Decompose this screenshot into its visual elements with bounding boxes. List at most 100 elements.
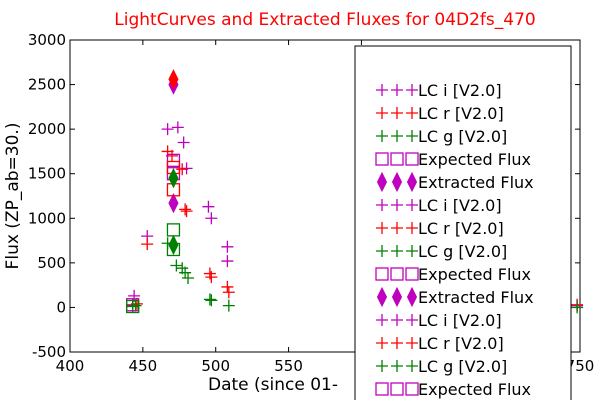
legend-label: LC g [V2.0]	[418, 242, 507, 261]
legend-marker	[390, 382, 404, 396]
legend-marker	[375, 152, 389, 166]
x-tick-label: 550	[274, 357, 303, 375]
x-tick-label: 750	[566, 357, 595, 375]
data-point	[179, 203, 192, 216]
y-tick-label: -500	[32, 343, 66, 361]
y-tick-label: 3000	[28, 31, 66, 49]
legend-marker	[375, 267, 389, 281]
axis-ticks: 4004505005506750-50005001000150020002500…	[28, 31, 595, 375]
data-point	[168, 69, 179, 90]
legend-entry: LC r [V2.0]	[376, 104, 504, 123]
legend-entry: LC g [V2.0]	[376, 127, 507, 146]
legend-entry: LC r [V2.0]	[376, 219, 504, 238]
data-point	[202, 200, 215, 213]
data-point	[171, 121, 184, 134]
data-points	[126, 69, 584, 314]
legend-marker	[391, 171, 403, 193]
legend-label: LC g [V2.0]	[418, 357, 507, 376]
data-point	[571, 301, 584, 314]
y-tick-label: 2500	[28, 76, 66, 94]
legend-marker	[406, 337, 418, 349]
data-point	[180, 205, 193, 218]
legend-marker	[376, 337, 388, 349]
legend-entry: Expected Flux	[375, 265, 531, 284]
legend-marker	[406, 171, 418, 193]
legend-marker	[376, 360, 388, 372]
data-point	[170, 259, 183, 272]
legend-label: Extracted Flux	[418, 173, 534, 192]
legend-label: LC i [V2.0]	[418, 81, 502, 100]
legend-label: LC r [V2.0]	[418, 104, 504, 123]
data-point	[205, 294, 218, 307]
x-tick-label: 400	[56, 357, 85, 375]
legend-entry: Expected Flux	[375, 150, 531, 169]
data-point	[141, 238, 154, 251]
legend-marker	[375, 382, 389, 396]
legend-entry: LC g [V2.0]	[376, 357, 507, 376]
data-point	[222, 286, 235, 299]
legend-marker	[376, 245, 388, 257]
data-point	[221, 255, 234, 268]
legend-marker	[376, 171, 388, 193]
legend-marker	[391, 199, 403, 211]
legend-label: Expected Flux	[418, 380, 531, 399]
legend-marker	[376, 84, 388, 96]
legend-marker	[390, 267, 404, 281]
legend-label: LC i [V2.0]	[418, 311, 502, 330]
legend-label: LC i [V2.0]	[418, 196, 502, 215]
data-point	[203, 293, 216, 306]
x-tick-label: 500	[201, 357, 230, 375]
legend-entry: LC i [V2.0]	[376, 196, 502, 215]
data-point	[222, 299, 235, 312]
legend-label: Extracted Flux	[418, 288, 534, 307]
data-point	[177, 136, 190, 149]
y-tick-label: 500	[37, 254, 66, 272]
data-point	[221, 240, 234, 253]
y-tick-label: 1000	[28, 209, 66, 227]
legend-marker	[406, 107, 418, 119]
legend-entry: Extracted Flux	[376, 286, 534, 308]
legend-marker	[406, 314, 418, 326]
legend-marker	[391, 360, 403, 372]
data-point	[221, 280, 234, 293]
legend-marker	[406, 130, 418, 142]
legend-entry: LC g [V2.0]	[376, 242, 507, 261]
legend-marker	[391, 222, 403, 234]
y-tick-label: 1500	[28, 165, 66, 183]
legend-marker	[391, 130, 403, 142]
legend-marker	[406, 360, 418, 372]
legend-marker	[390, 152, 404, 166]
legend-label: Expected Flux	[418, 265, 531, 284]
data-point	[168, 234, 179, 256]
data-point	[205, 212, 218, 225]
legend-marker	[406, 84, 418, 96]
legend-marker	[405, 267, 419, 281]
x-axis-label: Date (since 01-	[208, 375, 338, 395]
data-point	[129, 299, 142, 312]
legend-label: Expected Flux	[418, 150, 531, 169]
legend-marker	[376, 222, 388, 234]
data-point	[182, 272, 195, 285]
legend-entry: LC i [V2.0]	[376, 311, 502, 330]
legend-marker	[406, 222, 418, 234]
legend-marker	[405, 152, 419, 166]
legend-entry: Expected Flux	[375, 380, 531, 399]
data-point	[161, 123, 174, 136]
legend-marker	[405, 382, 419, 396]
chart-title: LightCurves and Extracted Fluxes for 04D…	[114, 10, 535, 30]
legend: LC i [V2.0] LC r [V2.0] LC g [V2.0] Expecte…	[354, 45, 572, 400]
legend-marker	[391, 286, 403, 308]
legend-marker	[376, 130, 388, 142]
legend-label: LC r [V2.0]	[418, 334, 504, 353]
legend-marker	[391, 107, 403, 119]
legend-marker	[406, 245, 418, 257]
legend-marker	[406, 286, 418, 308]
legend-marker	[376, 286, 388, 308]
legend-entry: LC i [V2.0]	[376, 81, 502, 100]
legend-marker	[376, 199, 388, 211]
data-point	[176, 163, 189, 176]
legend-marker	[391, 314, 403, 326]
legend-box	[354, 45, 572, 400]
data-point	[128, 289, 141, 302]
